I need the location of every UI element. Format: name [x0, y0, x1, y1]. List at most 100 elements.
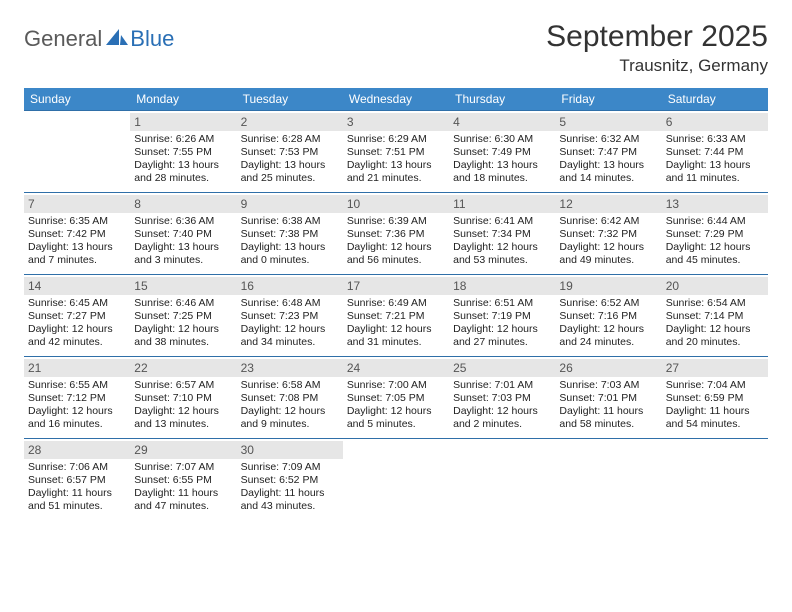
sunrise-line: Sunrise: 6:29 AM: [347, 133, 445, 146]
sunrise-line: Sunrise: 6:32 AM: [559, 133, 657, 146]
day-details: Sunrise: 6:44 AMSunset: 7:29 PMDaylight:…: [666, 215, 764, 268]
day-details: Sunrise: 6:28 AMSunset: 7:53 PMDaylight:…: [241, 133, 339, 186]
day-cell: 24Sunrise: 7:00 AMSunset: 7:05 PMDayligh…: [343, 357, 449, 439]
day-details: Sunrise: 6:54 AMSunset: 7:14 PMDaylight:…: [666, 297, 764, 350]
month-title: September 2025: [546, 20, 768, 54]
sunset-line: Sunset: 6:55 PM: [134, 474, 232, 487]
daylight-line: Daylight: 12 hours and 56 minutes.: [347, 241, 445, 267]
day-number: 24: [343, 359, 449, 377]
day-details: Sunrise: 6:42 AMSunset: 7:32 PMDaylight:…: [559, 215, 657, 268]
sunrise-line: Sunrise: 6:35 AM: [28, 215, 126, 228]
day-number: 6: [662, 113, 768, 131]
sunset-line: Sunset: 7:01 PM: [559, 392, 657, 405]
daylight-line: Daylight: 13 hours and 21 minutes.: [347, 159, 445, 185]
sunrise-line: Sunrise: 7:09 AM: [241, 461, 339, 474]
day-number: 8: [130, 195, 236, 213]
weekday-header: Saturday: [662, 88, 768, 111]
day-number: 11: [449, 195, 555, 213]
day-details: Sunrise: 6:49 AMSunset: 7:21 PMDaylight:…: [347, 297, 445, 350]
sunset-line: Sunset: 7:53 PM: [241, 146, 339, 159]
day-cell: 22Sunrise: 6:57 AMSunset: 7:10 PMDayligh…: [130, 357, 236, 439]
sunrise-line: Sunrise: 7:03 AM: [559, 379, 657, 392]
calendar-table: Sunday Monday Tuesday Wednesday Thursday…: [24, 88, 768, 521]
day-number: 1: [130, 113, 236, 131]
day-details: Sunrise: 7:04 AMSunset: 6:59 PMDaylight:…: [666, 379, 764, 432]
sunrise-line: Sunrise: 6:33 AM: [666, 133, 764, 146]
day-cell: 30Sunrise: 7:09 AMSunset: 6:52 PMDayligh…: [237, 439, 343, 521]
weekday-header: Friday: [555, 88, 661, 111]
day-details: Sunrise: 6:46 AMSunset: 7:25 PMDaylight:…: [134, 297, 232, 350]
day-details: Sunrise: 7:06 AMSunset: 6:57 PMDaylight:…: [28, 461, 126, 514]
day-cell: 7 Sunrise: 6:35 AMSunset: 7:42 PMDaylight…: [24, 193, 130, 275]
sunrise-line: Sunrise: 6:46 AM: [134, 297, 232, 310]
day-cell: 14 Sunrise: 6:45 AMSunset: 7:27 PMDayligh…: [24, 275, 130, 357]
day-cell: 18Sunrise: 6:51 AMSunset: 7:19 PMDayligh…: [449, 275, 555, 357]
daylight-line: Daylight: 12 hours and 2 minutes.: [453, 405, 551, 431]
sunrise-line: Sunrise: 7:00 AM: [347, 379, 445, 392]
sunset-line: Sunset: 7:51 PM: [347, 146, 445, 159]
sunrise-line: Sunrise: 6:30 AM: [453, 133, 551, 146]
sunrise-line: Sunrise: 6:49 AM: [347, 297, 445, 310]
day-number: 16: [237, 277, 343, 295]
week-row: 1Sunrise: 6:26 AMSunset: 7:55 PMDaylight…: [24, 111, 768, 193]
daylight-line: Daylight: 13 hours and 18 minutes.: [453, 159, 551, 185]
day-details: Sunrise: 6:39 AMSunset: 7:36 PMDaylight:…: [347, 215, 445, 268]
sunset-line: Sunset: 7:29 PM: [666, 228, 764, 241]
day-cell: 8Sunrise: 6:36 AMSunset: 7:40 PMDaylight…: [130, 193, 236, 275]
sunrise-line: Sunrise: 7:04 AM: [666, 379, 764, 392]
day-cell: [662, 439, 768, 521]
sunrise-line: Sunrise: 6:54 AM: [666, 297, 764, 310]
day-cell: 23 Sunrise: 6:58 AMSunset: 7:08 PMDayligh…: [237, 357, 343, 439]
day-number: 13: [662, 195, 768, 213]
day-number: 18: [449, 277, 555, 295]
day-cell: 28Sunrise: 7:06 AMSunset: 6:57 PMDayligh…: [24, 439, 130, 521]
sunset-line: Sunset: 7:21 PM: [347, 310, 445, 323]
week-row: 28Sunrise: 7:06 AMSunset: 6:57 PMDayligh…: [24, 439, 768, 521]
day-number: 14: [24, 277, 130, 295]
day-details: Sunrise: 6:58 AMSunset: 7:08 PMDaylight:…: [241, 379, 339, 432]
day-cell: 2Sunrise: 6:28 AMSunset: 7:53 PMDaylight…: [237, 111, 343, 193]
day-cell: 4Sunrise: 6:30 AMSunset: 7:49 PMDaylight…: [449, 111, 555, 193]
daylight-line: Daylight: 12 hours and 13 minutes.: [134, 405, 232, 431]
day-number: 12: [555, 195, 661, 213]
daylight-line: Daylight: 11 hours and 51 minutes.: [28, 487, 126, 513]
day-number: 15: [130, 277, 236, 295]
day-cell: [449, 439, 555, 521]
sunset-line: Sunset: 7:23 PM: [241, 310, 339, 323]
week-row: 14Sunrise: 6:45 AMSunset: 7:27 PMDayligh…: [24, 275, 768, 357]
sunset-line: Sunset: 7:12 PM: [28, 392, 126, 405]
daylight-line: Daylight: 11 hours and 47 minutes.: [134, 487, 232, 513]
weekday-header: Sunday: [24, 88, 130, 111]
daylight-line: Daylight: 11 hours and 58 minutes.: [559, 405, 657, 431]
daylight-line: Daylight: 13 hours and 11 minutes.: [666, 159, 764, 185]
daylight-line: Daylight: 12 hours and 49 minutes.: [559, 241, 657, 267]
day-cell: 29 Sunrise: 7:07 AMSunset: 6:55 PMDayligh…: [130, 439, 236, 521]
sunset-line: Sunset: 7:49 PM: [453, 146, 551, 159]
sunrise-line: Sunrise: 6:36 AM: [134, 215, 232, 228]
day-details: Sunrise: 6:33 AMSunset: 7:44 PMDaylight:…: [666, 133, 764, 186]
daylight-line: Daylight: 12 hours and 24 minutes.: [559, 323, 657, 349]
location: Trausnitz, Germany: [546, 56, 768, 76]
daylight-line: Daylight: 12 hours and 9 minutes.: [241, 405, 339, 431]
day-number: 25: [449, 359, 555, 377]
sunset-line: Sunset: 7:40 PM: [134, 228, 232, 241]
day-number: 23: [237, 359, 343, 377]
day-cell: [555, 439, 661, 521]
day-details: Sunrise: 6:45 AMSunset: 7:27 PMDaylight:…: [28, 297, 126, 350]
sunrise-line: Sunrise: 7:06 AM: [28, 461, 126, 474]
sunrise-line: Sunrise: 6:42 AM: [559, 215, 657, 228]
day-number: 29: [130, 441, 236, 459]
day-details: Sunrise: 6:35 AMSunset: 7:42 PMDaylight:…: [28, 215, 126, 268]
weekday-header: Wednesday: [343, 88, 449, 111]
day-number: 27: [662, 359, 768, 377]
daylight-line: Daylight: 12 hours and 27 minutes.: [453, 323, 551, 349]
day-details: Sunrise: 7:07 AMSunset: 6:55 PMDaylight:…: [134, 461, 232, 514]
day-cell: 11Sunrise: 6:41 AMSunset: 7:34 PMDayligh…: [449, 193, 555, 275]
header: General Blue September 2025 Trausnitz, G…: [24, 20, 768, 76]
day-number: 7: [24, 195, 130, 213]
sunset-line: Sunset: 7:34 PM: [453, 228, 551, 241]
sunrise-line: Sunrise: 6:45 AM: [28, 297, 126, 310]
sunrise-line: Sunrise: 6:28 AM: [241, 133, 339, 146]
daylight-line: Daylight: 13 hours and 14 minutes.: [559, 159, 657, 185]
sunset-line: Sunset: 7:27 PM: [28, 310, 126, 323]
